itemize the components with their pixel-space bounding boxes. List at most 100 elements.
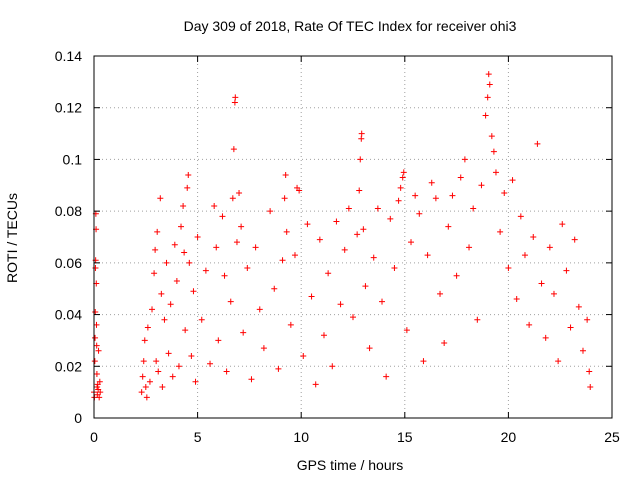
data-point [357,156,364,163]
plot-frame [93,55,613,419]
data-point [397,184,404,191]
data-point [151,270,158,277]
data-point [358,135,365,142]
data-point [550,290,557,297]
data-point [175,363,182,370]
data-point [300,352,307,359]
ticks-layer: 0 5 10 15 20 25 0 0.02 0.04 0.06 0.08 0.1 0.12 0.14 [55,48,620,445]
data-point [161,316,168,323]
data-point [282,171,289,178]
data-point [167,301,174,308]
data-point [453,272,460,279]
data-point [316,236,323,243]
y-tick-label: 0.08 [55,203,82,219]
data-point [391,265,398,272]
data-point [185,171,192,178]
data-point [211,202,218,209]
data-point [213,244,220,251]
y-tick-label: 0 [74,410,82,426]
data-point [154,228,161,235]
x-tick-label: 15 [397,429,413,445]
data-point [291,252,298,259]
data-point [497,228,504,235]
data-point [474,316,481,323]
data-point [152,246,159,253]
data-point [387,215,394,222]
data-point [466,244,473,251]
data-point [586,368,593,375]
data-point [374,205,381,212]
data-point [485,71,492,78]
marks-layer [91,71,594,401]
data-point [366,345,373,352]
data-point [445,223,452,230]
data-point [229,195,236,202]
data-point [202,267,209,274]
data-point [260,345,267,352]
x-tick-label: 10 [293,429,309,445]
data-point [287,321,294,328]
x-tick-label: 0 [90,429,98,445]
data-point [173,277,180,284]
y-tick-label: 0.04 [55,307,82,323]
data-point [192,378,199,385]
data-point [158,290,165,297]
y-tick-label: 0.12 [55,100,82,116]
data-point [248,376,255,383]
data-point [526,321,533,328]
data-point [153,358,160,365]
data-point [296,187,303,194]
data-point [227,298,234,305]
data-point [91,358,98,365]
data-point [484,94,491,101]
data-point [238,223,245,230]
data-point [408,239,415,246]
data-point [93,371,100,378]
data-point [92,334,99,341]
data-point [492,169,499,176]
data-point [256,306,263,313]
data-point [165,350,172,357]
data-point [320,332,327,339]
data-point [325,270,332,277]
data-point [232,94,239,101]
data-point [142,383,149,390]
data-point [360,226,367,233]
data-point [546,244,553,251]
data-point [198,316,205,323]
data-point [308,293,315,300]
data-point [350,314,356,321]
data-point [542,334,549,341]
data-point [281,195,288,202]
data-point [169,373,176,380]
y-tick-label: 0.1 [63,151,83,167]
data-point [92,308,99,315]
data-point [559,221,566,228]
data-point [587,383,594,390]
x-axis-label: GPS time / hours [297,457,404,473]
data-point [490,148,497,155]
data-point [341,246,348,253]
data-point [329,363,336,370]
data-point [252,244,259,251]
data-point [575,303,582,310]
data-point [182,327,189,334]
data-point [354,231,361,238]
data-point [420,358,427,365]
x-tick-label: 20 [501,429,517,445]
data-point [93,342,100,349]
data-point [432,195,439,202]
data-point [244,265,251,272]
data-point [97,389,104,396]
data-point [95,347,102,354]
data-point [400,169,407,176]
y-tick-label: 0.06 [55,255,82,271]
data-point [428,179,435,186]
chart-title: Day 309 of 2018, Rate Of TEC Index for r… [184,18,517,34]
data-point [236,190,243,197]
data-point [304,221,311,228]
data-point [159,383,166,390]
data-point [230,146,237,153]
data-point [146,378,153,385]
data-point [584,316,591,323]
